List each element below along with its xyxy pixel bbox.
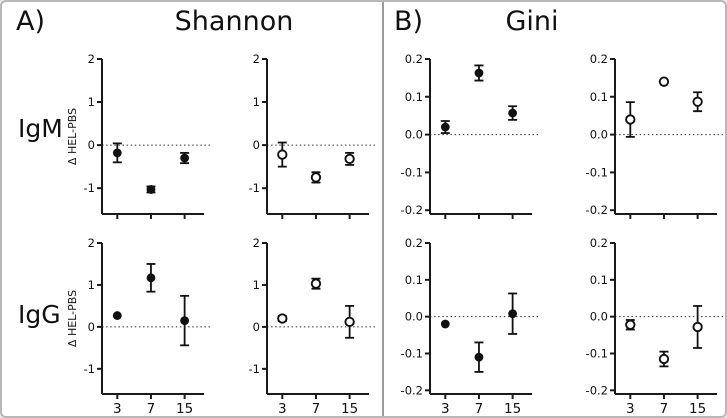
svg-text:3: 3 xyxy=(626,401,635,417)
svg-text:Δ HEL-PBS: Δ HEL-PBS xyxy=(66,290,79,347)
panel-a-letter: A) xyxy=(16,6,46,37)
svg-text:0: 0 xyxy=(88,320,95,334)
subplot-gini-igm-filled: 0.2 0.1 0.0 -0.1 -0.2 xyxy=(392,52,544,244)
svg-text:7: 7 xyxy=(660,401,669,417)
svg-text:0: 0 xyxy=(88,138,95,152)
chart-svg: 0.2 0.1 0.0 -0.1 -0.2 xyxy=(586,52,723,219)
svg-text:0.1: 0.1 xyxy=(590,273,608,287)
svg-text:15: 15 xyxy=(176,401,193,417)
svg-text:-0.1: -0.1 xyxy=(401,165,423,179)
svg-text:-1: -1 xyxy=(249,181,260,195)
svg-text:2: 2 xyxy=(253,236,260,250)
svg-text:0.2: 0.2 xyxy=(405,52,423,66)
row-label-igm: IgM xyxy=(18,114,63,143)
svg-text:2: 2 xyxy=(253,52,260,66)
svg-text:7: 7 xyxy=(147,401,156,417)
svg-text:0.2: 0.2 xyxy=(405,236,423,250)
chart-svg: 0.2 0.1 0.0 -0.1 -0.2 3 7 15 xyxy=(401,236,538,417)
chart-svg: 2 1 0 -1 xyxy=(249,52,375,219)
svg-text:3: 3 xyxy=(113,401,122,417)
svg-text:1: 1 xyxy=(253,95,260,109)
subplot-gini-igm-open: 0.2 0.1 0.0 -0.1 -0.2 xyxy=(577,52,725,244)
panel-divider xyxy=(382,2,384,416)
svg-text:-0.2: -0.2 xyxy=(586,203,608,217)
row-label-igg: IgG xyxy=(18,300,61,329)
svg-text:0.0: 0.0 xyxy=(590,310,608,324)
svg-text:2: 2 xyxy=(88,52,95,66)
chart-svg: 0.2 0.1 0.0 -0.1 -0.2 xyxy=(401,52,538,219)
panel-b-letter: B) xyxy=(394,6,424,37)
svg-text:1: 1 xyxy=(88,278,95,292)
svg-text:3: 3 xyxy=(278,401,287,417)
panel-a-title: Shannon xyxy=(174,6,294,37)
svg-text:-0.2: -0.2 xyxy=(401,383,423,397)
svg-text:Δ HEL-PBS: Δ HEL-PBS xyxy=(66,108,79,165)
svg-text:7: 7 xyxy=(475,401,484,417)
svg-text:-0.2: -0.2 xyxy=(401,203,423,217)
svg-text:-0.1: -0.1 xyxy=(401,346,423,360)
svg-text:-0.1: -0.1 xyxy=(586,165,608,179)
subplot-shannon-igm-open: 2 1 0 -1 xyxy=(229,52,381,244)
svg-text:1: 1 xyxy=(88,95,95,109)
svg-text:15: 15 xyxy=(689,401,706,417)
svg-text:-1: -1 xyxy=(84,362,95,376)
svg-text:2: 2 xyxy=(88,236,95,250)
chart-svg: 2 1 0 -1 Δ HEL-PBS xyxy=(66,52,210,219)
chart-svg: 2 1 0 -1 3 7 15 Δ HEL-PBS xyxy=(66,236,210,417)
svg-text:0: 0 xyxy=(253,320,260,334)
svg-text:7: 7 xyxy=(312,401,321,417)
svg-text:0.0: 0.0 xyxy=(405,310,423,324)
svg-text:0: 0 xyxy=(253,138,260,152)
svg-text:-0.2: -0.2 xyxy=(586,383,608,397)
svg-text:0.1: 0.1 xyxy=(405,90,423,104)
svg-text:0.1: 0.1 xyxy=(405,273,423,287)
svg-text:0.0: 0.0 xyxy=(590,128,608,142)
svg-text:0.2: 0.2 xyxy=(590,52,608,66)
subplot-shannon-igm-filled: 2 1 0 -1 Δ HEL-PBS xyxy=(64,52,216,244)
subplot-shannon-igg-filled: 2 1 0 -1 3 7 15 Δ HEL-PBS xyxy=(64,236,216,417)
chart-svg: 0.2 0.1 0.0 -0.1 -0.2 3 7 15 xyxy=(586,236,723,417)
svg-text:15: 15 xyxy=(341,401,358,417)
svg-text:-0.1: -0.1 xyxy=(586,346,608,360)
svg-text:0.1: 0.1 xyxy=(590,90,608,104)
svg-text:0.2: 0.2 xyxy=(590,236,608,250)
svg-text:-1: -1 xyxy=(84,181,95,195)
svg-text:15: 15 xyxy=(504,401,521,417)
chart-svg: 2 1 0 -1 3 7 15 xyxy=(249,236,375,417)
subplot-gini-igg-open: 0.2 0.1 0.0 -0.1 -0.2 3 7 15 xyxy=(577,236,725,417)
svg-text:-1: -1 xyxy=(249,362,260,376)
svg-text:0.0: 0.0 xyxy=(405,128,423,142)
panel-b-title: Gini xyxy=(505,6,559,37)
subplot-gini-igg-filled: 0.2 0.1 0.0 -0.1 -0.2 3 7 15 xyxy=(392,236,544,417)
svg-text:1: 1 xyxy=(253,278,260,292)
svg-text:3: 3 xyxy=(441,401,450,417)
subplot-shannon-igg-open: 2 1 0 -1 3 7 15 xyxy=(229,236,381,417)
